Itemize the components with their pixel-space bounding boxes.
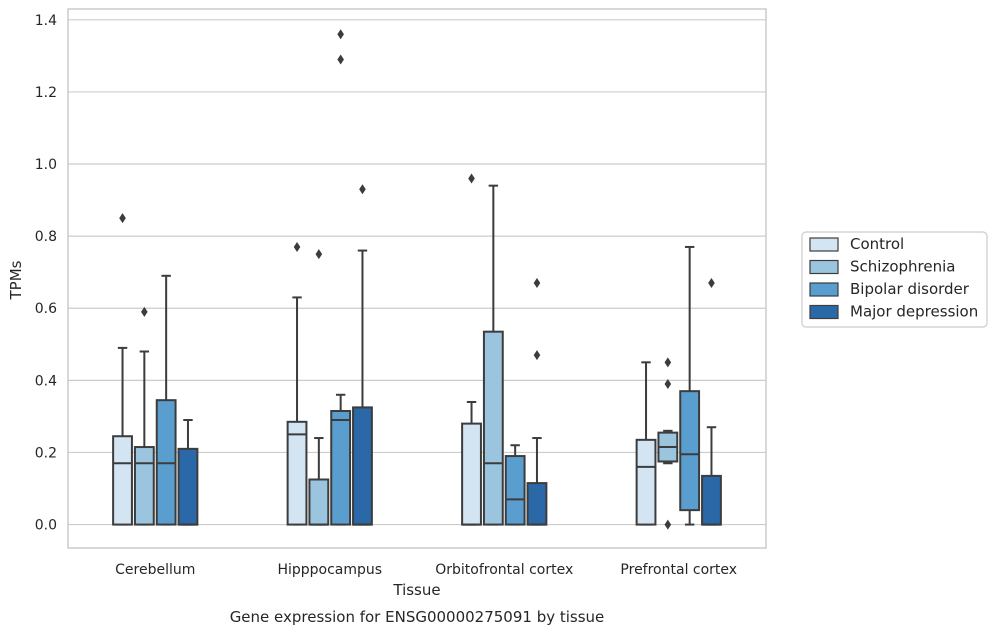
x-axis-label: Tissue: [392, 581, 440, 599]
box-iqr: [308, 478, 330, 526]
legend-swatch: [809, 282, 839, 297]
legend: Control Schizophrenia Bipolar disorder Majo…: [801, 231, 988, 328]
boxes: [112, 29, 722, 530]
legend-label: Bipolar disorder: [850, 280, 970, 298]
box-major-depression: [352, 184, 373, 526]
box-bipolar-disorder: [330, 29, 352, 526]
x-axis-ticks: Cerebellum Hipppocampus Orbitofrontal cort…: [115, 562, 737, 578]
box-iqr: [112, 435, 133, 526]
box-iqr: [482, 330, 504, 526]
outlier-point: [141, 306, 148, 317]
x-tick-label: Cerebellum: [115, 562, 195, 578]
box-bipolar-disorder: [155, 274, 177, 526]
y-tick-label: 1.2: [35, 85, 57, 101]
legend-label: Schizophrenia: [850, 258, 955, 276]
box-schizophrenia: [657, 357, 679, 530]
y-axis-label: TPMs: [7, 260, 25, 300]
legend-swatch: [809, 259, 839, 275]
legend-swatch: [809, 304, 839, 320]
y-tick-label: 0.8: [35, 229, 57, 245]
y-tick-label: 1.4: [35, 13, 57, 29]
legend-label: Major depression: [850, 303, 978, 321]
legend-label: Control: [850, 235, 904, 253]
box-iqr: [177, 447, 199, 526]
box-bipolar-disorder: [679, 245, 701, 526]
box-control: [461, 173, 482, 526]
y-tick-label: 0.2: [35, 445, 57, 461]
outlier-point: [533, 350, 541, 361]
outlier-point: [468, 173, 475, 184]
outlier-point: [337, 29, 344, 40]
outlier-point: [664, 519, 672, 530]
box-iqr: [504, 455, 526, 526]
box-bipolar-disorder: [504, 444, 526, 526]
outlier-point: [293, 241, 301, 252]
box-iqr: [526, 482, 548, 526]
outlier-point: [664, 378, 672, 389]
box-schizophrenia: [482, 184, 504, 526]
plot-area-frame: [67, 8, 767, 549]
box-iqr: [679, 390, 701, 512]
outlier-point: [708, 278, 715, 289]
box-iqr: [635, 438, 657, 526]
box-major-depression: [177, 419, 199, 526]
box-iqr: [701, 474, 722, 526]
box-control: [286, 241, 308, 526]
box-major-depression: [701, 278, 722, 526]
outlier-point: [664, 357, 672, 368]
x-tick-label: Hipppocampus: [277, 562, 382, 578]
y-tick-label: 0.6: [35, 301, 57, 317]
legend-swatch: [809, 237, 839, 252]
box-major-depression: [526, 278, 548, 526]
outlier-point: [359, 184, 366, 195]
outlier-point: [337, 54, 344, 65]
y-tick-label: 0.0: [35, 518, 57, 534]
box-schizophrenia: [308, 249, 330, 526]
outlier-point: [119, 213, 126, 224]
box-iqr: [133, 446, 155, 526]
chart-caption: Gene expression for ENSG00000275091 by t…: [230, 608, 605, 626]
outlier-point: [315, 249, 323, 260]
x-tick-label: Prefrontal cortex: [620, 562, 737, 578]
box-schizophrenia: [133, 306, 155, 526]
box-control: [112, 213, 133, 526]
box-iqr: [286, 420, 308, 526]
legend-frame: [801, 231, 988, 328]
box-iqr: [330, 409, 352, 526]
x-tick-label: Orbitofrontal cortex: [435, 562, 573, 578]
y-tick-label: 0.4: [35, 373, 57, 389]
box-iqr: [461, 422, 482, 526]
box-iqr: [352, 406, 373, 526]
y-tick-label: 1.0: [35, 157, 57, 173]
y-axis-ticks: 0.0 0.2 0.4 0.6 0.8 1.0 1.2 1.4: [35, 13, 57, 534]
box-control: [635, 361, 657, 526]
outlier-point: [533, 278, 541, 289]
